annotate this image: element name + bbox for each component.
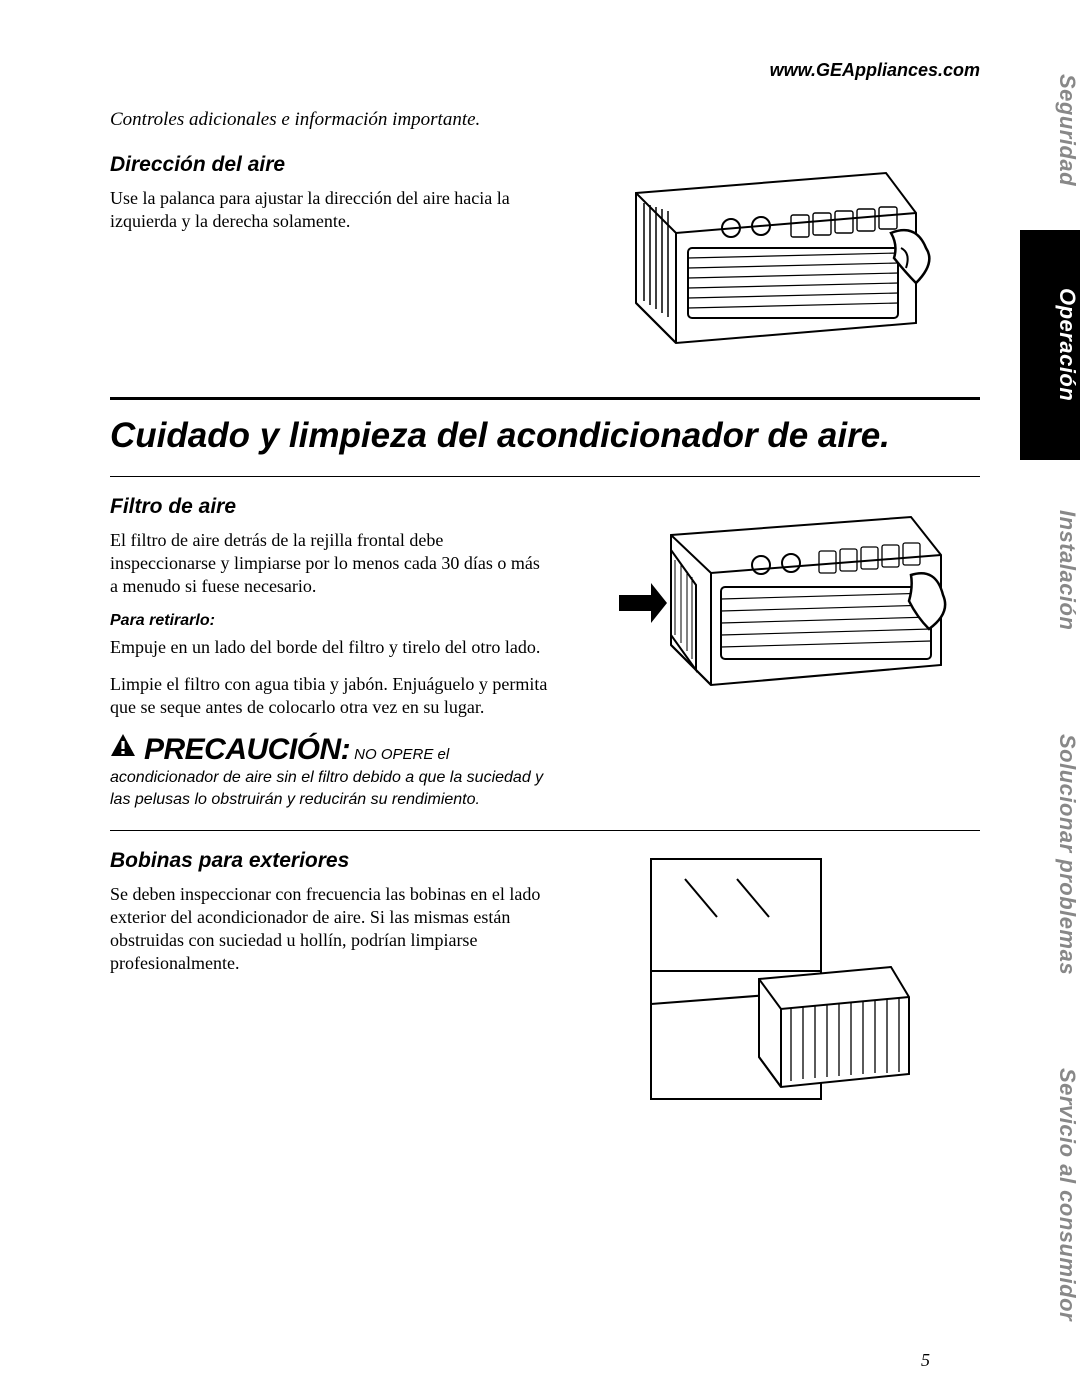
ac-unit-icon	[616, 153, 946, 353]
header-url: www.GEAppliances.com	[110, 60, 980, 81]
main-heading: Cuidado y limpieza del acondicionador de…	[110, 416, 980, 456]
caution-lead: PRECAUCIÓN:	[144, 733, 350, 766]
heading-outdoor-coils: Bobinas para exteriores	[110, 849, 551, 873]
side-tab-4[interactable]: Servicio al consumidor	[1020, 1030, 1080, 1360]
section-outdoor-coils: Bobinas para exteriores Se deben inspecc…	[110, 849, 980, 1109]
caution-body: acondicionador de aire sin el filtro deb…	[110, 767, 551, 810]
window-unit-icon	[641, 849, 921, 1109]
divider-thin-2	[110, 830, 980, 831]
caution-small: NO OPERE el	[354, 746, 449, 763]
section-air-direction: Dirección del aire Use la palanca para a…	[110, 153, 980, 353]
section-text: Filtro de aire El filtro de aire detrás …	[110, 495, 551, 810]
intro-text: Controles adicionales e información impo…	[110, 109, 980, 131]
side-tab-0[interactable]: Seguridad	[1020, 30, 1080, 230]
side-tab-bar: SeguridadOperaciónInstalaciónSolucionar …	[1020, 30, 1080, 1370]
illustration-ac-lever	[581, 153, 980, 353]
divider-thick	[110, 397, 980, 400]
body-filter-3: Limpie el filtro con agua tibia y jabón.…	[110, 673, 550, 719]
section-air-filter: Filtro de aire El filtro de aire detrás …	[110, 495, 980, 810]
illustration-outdoor-unit	[581, 849, 980, 1109]
side-tab-1[interactable]: Operación	[1020, 230, 1080, 460]
sub-label-remove: Para retirarlo:	[110, 612, 551, 630]
heading-air-filter: Filtro de aire	[110, 495, 551, 519]
section-text: Bobinas para exteriores Se deben inspecc…	[110, 849, 551, 1109]
section-text: Dirección del aire Use la palanca para a…	[110, 153, 551, 353]
body-filter-1: El filtro de aire detrás de la rejilla f…	[110, 529, 550, 598]
page-number: 5	[921, 1350, 930, 1371]
body-air-direction: Use la palanca para ajustar la dirección…	[110, 187, 550, 233]
side-tab-3[interactable]: Solucionar problemas	[1020, 680, 1080, 1030]
manual-page: www.GEAppliances.com Controles adicional…	[0, 0, 1020, 1397]
caution-block: PRECAUCIÓN: NO OPERE el acondicionador d…	[110, 733, 551, 810]
divider-thin-1	[110, 476, 980, 477]
heading-air-direction: Dirección del aire	[110, 153, 551, 177]
body-outdoor-coils: Se deben inspeccionar con frecuencia las…	[110, 883, 550, 975]
body-filter-2: Empuje en un lado del borde del filtro y…	[110, 636, 550, 659]
ac-filter-icon	[611, 495, 951, 705]
warning-icon	[110, 733, 136, 757]
illustration-ac-filter	[581, 495, 980, 810]
side-tab-2[interactable]: Instalación	[1020, 460, 1080, 680]
